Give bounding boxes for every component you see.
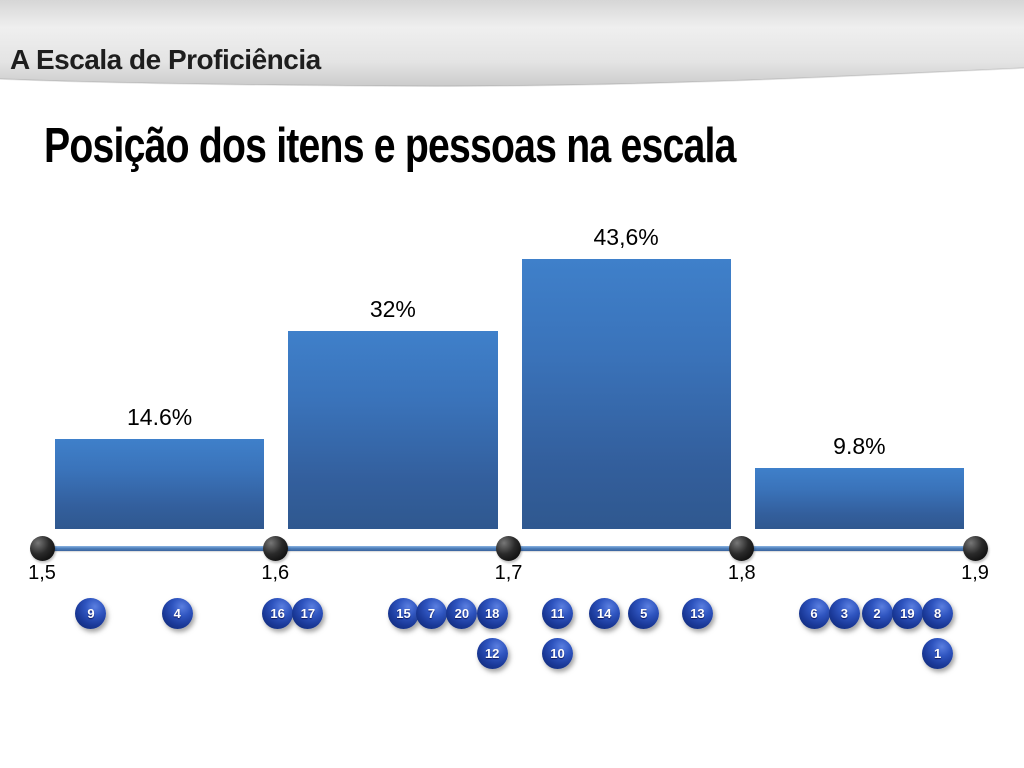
item-ball: 3 [828,598,860,629]
axis-tick-dot [962,536,988,561]
bar [288,330,498,529]
axis-tick-label: 1,6 [261,562,290,584]
item-ball: 9 [75,598,107,629]
item-ball: 12 [476,638,508,669]
item-ball: 19 [891,598,923,629]
header-swoosh-shape [0,0,1024,87]
axis-tick-label: 1,5 [28,562,56,584]
item-ball: 7 [416,598,448,629]
axis-tick-dot [496,536,521,561]
axis-tick-label: 1,7 [494,562,523,584]
bar-value-label: 14.6% [127,403,193,430]
item-ball: 14 [588,598,620,629]
axis-tick-label: 1,8 [727,562,756,584]
page-title: Posição dos itens e pessoas na escala [44,119,736,173]
item-ball: 15 [388,598,420,629]
bar [754,468,964,529]
bar-value-label: 32% [369,295,416,322]
item-ball: 2 [861,598,893,629]
item-ball: 5 [628,598,660,629]
item-ball: 11 [541,598,573,629]
axis-tick-label: 1,9 [961,562,989,584]
item-ball: 8 [922,598,954,629]
header-band: A Escala de Proficiência [0,0,1024,96]
bar [521,259,731,529]
item-ball: 13 [681,598,713,629]
item-ball: 20 [446,598,478,629]
axis-tick-dot [262,536,288,561]
item-ball: 1 [922,638,954,669]
item-ball: 16 [262,598,294,629]
axis-tick-dot [729,536,755,561]
item-ball: 6 [798,598,830,629]
header-title: A Escala de Proficiência [10,44,321,75]
item-ball: 4 [161,598,193,629]
item-ball: 17 [292,598,324,629]
axis-tick-dot [29,536,55,561]
bar-value-label: 9.8% [833,433,886,460]
bar-value-label: 43,6% [593,224,659,251]
item-ball: 10 [541,638,573,669]
item-ball: 18 [476,598,508,629]
bar [55,438,265,529]
